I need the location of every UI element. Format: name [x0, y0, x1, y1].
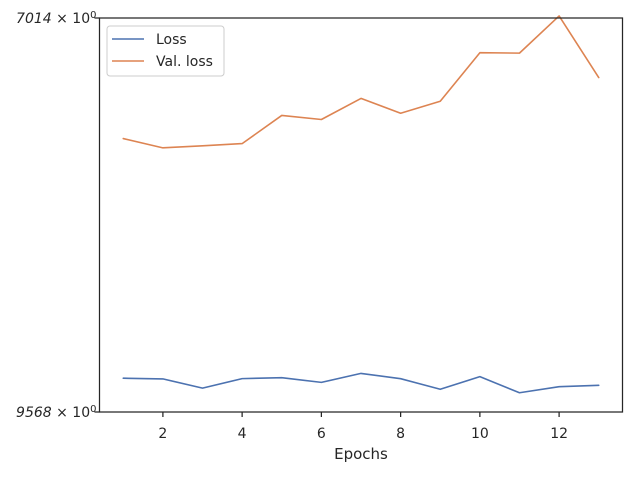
- data-point-loss: [161, 377, 165, 381]
- data-point-loss: [359, 371, 363, 375]
- data-point-loss: [517, 391, 521, 395]
- data-point-loss: [597, 383, 601, 387]
- data-point-val-loss: [517, 51, 521, 55]
- data-point-val-loss: [438, 99, 442, 103]
- x-tick-label: 12: [550, 426, 568, 442]
- x-tick-layer: 2 4 6 8 10 12: [158, 412, 568, 442]
- data-point-loss: [557, 385, 561, 389]
- y-tick-label: 9568 × 100: [16, 404, 96, 422]
- data-point-val-loss: [359, 96, 363, 100]
- data-point-loss: [201, 386, 205, 390]
- x-axis-title: Epochs: [334, 445, 388, 463]
- data-point-loss: [438, 387, 442, 391]
- y-tick-label: 7014 × 100: [16, 10, 96, 28]
- legend-label-loss: Loss: [156, 32, 187, 48]
- x-tick-label: 4: [238, 426, 247, 442]
- data-point-val-loss: [240, 142, 244, 146]
- plot-frame: [98, 17, 624, 413]
- data-point-loss: [319, 380, 323, 384]
- data-point-val-loss: [201, 144, 205, 148]
- y-tick-layer: 7014 × 100 9568 × 100: [16, 10, 100, 422]
- legend: Loss Val. loss: [106, 25, 225, 77]
- data-point-val-loss: [121, 137, 125, 141]
- x-tick-label: 6: [317, 426, 326, 442]
- data-point-val-loss: [399, 111, 403, 115]
- x-tick-label: 8: [396, 426, 405, 442]
- x-tick-label: 2: [158, 426, 167, 442]
- data-point-val-loss: [478, 51, 482, 55]
- data-point-loss: [240, 377, 244, 381]
- series-layer: [121, 14, 601, 395]
- data-point-val-loss: [597, 76, 601, 80]
- data-point-val-loss: [161, 146, 165, 150]
- data-point-val-loss: [557, 14, 561, 18]
- x-tick-label: 10: [471, 426, 489, 442]
- legend-label-val-loss: Val. loss: [156, 54, 213, 70]
- data-point-loss: [280, 376, 284, 380]
- series-line-val-loss: [122, 15, 600, 149]
- data-point-val-loss: [280, 113, 284, 117]
- data-point-val-loss: [319, 118, 323, 122]
- data-point-loss: [478, 375, 482, 379]
- data-point-loss: [121, 376, 125, 380]
- series-line-loss: [122, 372, 600, 394]
- plot-background: [99, 18, 623, 412]
- data-point-loss: [399, 377, 403, 381]
